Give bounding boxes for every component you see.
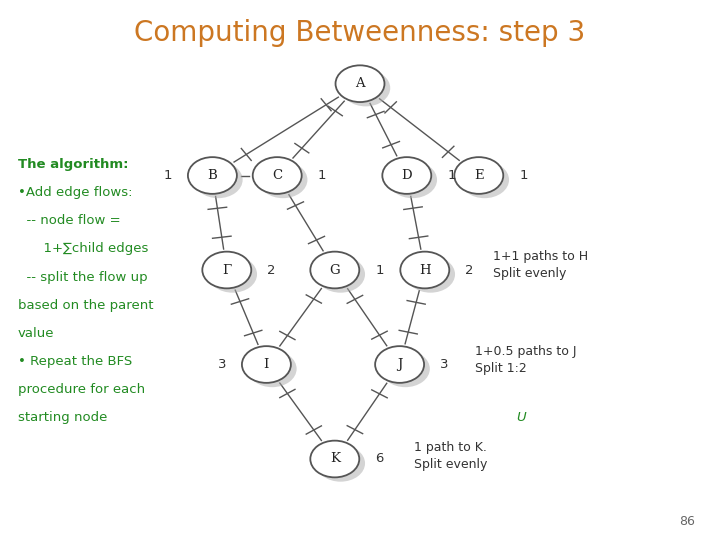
- Circle shape: [400, 252, 449, 288]
- Circle shape: [336, 65, 384, 102]
- Circle shape: [460, 161, 509, 198]
- Text: K: K: [330, 453, 340, 465]
- Text: • Repeat the BFS: • Repeat the BFS: [18, 355, 132, 368]
- Text: 1: 1: [519, 169, 528, 182]
- Text: H: H: [419, 264, 431, 276]
- Circle shape: [242, 346, 291, 383]
- Circle shape: [454, 157, 503, 194]
- Text: •Add edge flows:: •Add edge flows:: [18, 186, 132, 199]
- Text: U: U: [516, 411, 526, 424]
- Text: based on the parent: based on the parent: [18, 299, 153, 312]
- Text: 1+0.5 paths to J
Split 1:2: 1+0.5 paths to J Split 1:2: [475, 345, 577, 375]
- Text: procedure for each: procedure for each: [18, 383, 145, 396]
- Text: 1: 1: [163, 169, 172, 182]
- Text: E: E: [474, 169, 484, 182]
- Text: D: D: [402, 169, 412, 182]
- Text: 1 path to K.
Split evenly: 1 path to K. Split evenly: [414, 441, 487, 471]
- Text: B: B: [207, 169, 217, 182]
- Circle shape: [375, 346, 424, 383]
- Text: 6: 6: [375, 453, 384, 465]
- Circle shape: [248, 350, 297, 387]
- Text: starting node: starting node: [18, 411, 112, 424]
- Circle shape: [253, 157, 302, 194]
- Circle shape: [382, 157, 431, 194]
- Text: -- node flow =: -- node flow =: [18, 214, 121, 227]
- Text: I: I: [264, 358, 269, 371]
- Text: 2: 2: [465, 264, 474, 276]
- Text: -- split the flow up: -- split the flow up: [18, 271, 148, 284]
- Circle shape: [310, 252, 359, 288]
- Circle shape: [316, 445, 365, 482]
- Circle shape: [310, 441, 359, 477]
- Text: 3: 3: [217, 358, 226, 371]
- Circle shape: [316, 256, 365, 293]
- Text: 1: 1: [447, 169, 456, 182]
- Text: J: J: [397, 358, 402, 371]
- Text: 1: 1: [318, 169, 326, 182]
- Text: 1+1 paths to H
Split evenly: 1+1 paths to H Split evenly: [493, 249, 588, 280]
- Text: A: A: [355, 77, 365, 90]
- Text: Γ: Γ: [222, 264, 231, 276]
- Text: 1: 1: [375, 264, 384, 276]
- Text: value: value: [18, 327, 55, 340]
- Circle shape: [208, 256, 257, 293]
- Circle shape: [194, 161, 243, 198]
- Text: Computing Betweenness: step 3: Computing Betweenness: step 3: [135, 19, 585, 47]
- Circle shape: [188, 157, 237, 194]
- Circle shape: [388, 161, 437, 198]
- Text: G: G: [330, 264, 340, 276]
- Circle shape: [341, 70, 390, 106]
- Text: 1+∑child edges: 1+∑child edges: [18, 242, 148, 255]
- Circle shape: [406, 256, 455, 293]
- Text: 3: 3: [440, 358, 449, 371]
- Text: C: C: [272, 169, 282, 182]
- Circle shape: [258, 161, 307, 198]
- Text: 2: 2: [267, 264, 276, 276]
- Text: 86: 86: [679, 515, 695, 528]
- Circle shape: [202, 252, 251, 288]
- Circle shape: [381, 350, 430, 387]
- Text: The algorithm:: The algorithm:: [18, 158, 128, 171]
